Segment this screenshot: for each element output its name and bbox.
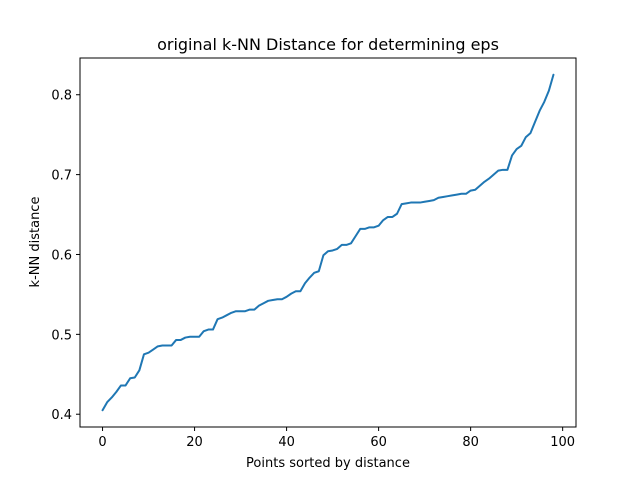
x-tick-label: 0: [98, 435, 106, 450]
x-axis-label: Points sorted by distance: [246, 456, 410, 471]
x-tick-label: 60: [370, 435, 387, 450]
chart-title: original k-NN Distance for determining e…: [157, 35, 499, 54]
y-axis-label: k-NN distance: [28, 197, 43, 288]
plot-frame: [79, 57, 577, 428]
y-tick-label: 0.7: [51, 169, 72, 184]
y-tick-label: 0.4: [51, 408, 72, 423]
x-tick-label: 80: [462, 435, 479, 450]
y-tick-label: 0.6: [51, 248, 72, 263]
x-tick-label: 20: [186, 435, 203, 450]
y-tick-label: 0.8: [51, 89, 72, 104]
tick-group: 0 20 40 60 80 100 0.4 0.5 0.6 0.7 0.8: [51, 89, 575, 450]
series-line: [101, 73, 555, 412]
x-tick-label: 40: [278, 435, 295, 450]
y-tick-label: 0.5: [51, 328, 72, 343]
x-tick-label: 100: [550, 435, 575, 450]
